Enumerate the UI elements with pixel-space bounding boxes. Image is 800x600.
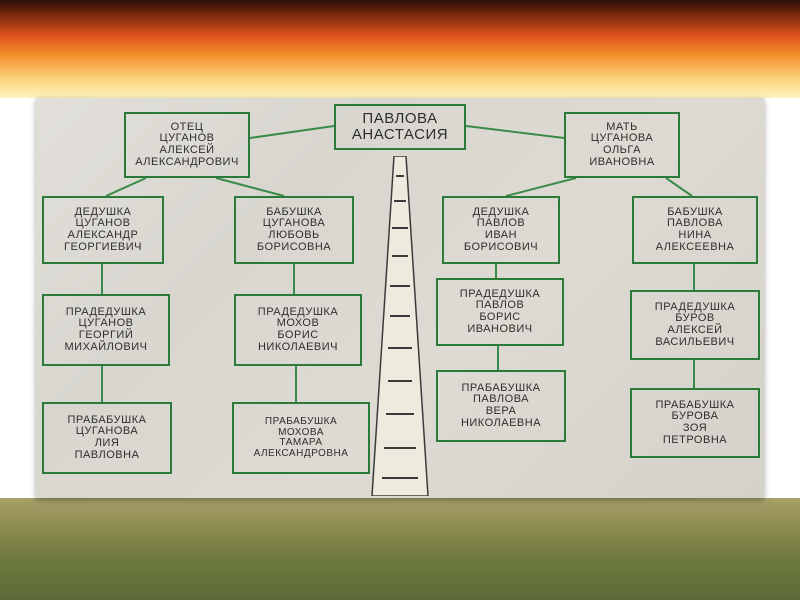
node-gp_ml-line: ИВАН [485, 230, 517, 242]
node-gp_fl-line: АЛЕКСАНДР [68, 230, 139, 242]
node-ggm_2-line: ПРАБАБУШКА [265, 417, 337, 428]
node-mother-line: ИВАНОВНА [589, 157, 654, 169]
node-ggm_2-line: АЛЕКСАНДРОВНА [254, 449, 349, 460]
node-gm_ml-line: НИНА [678, 230, 711, 242]
node-gp_fl-line: ГЕОРГИЕВИЧ [64, 242, 142, 254]
edge-root-mother [466, 126, 564, 138]
node-ggm_1-line: ЛИЯ [95, 438, 120, 450]
node-mother-line: ОЛЬГА [603, 145, 641, 157]
birch-trunk [370, 156, 430, 496]
family-tree-paper: ПАВЛОВААНАСТАСИЯ ОТЕЦЦУГАНОВАЛЕКСЕЙАЛЕКСА… [36, 98, 764, 498]
node-father-line: АЛЕКСЕЙ [159, 145, 214, 157]
node-gm_fl-line: ЛЮБОВЬ [268, 230, 320, 242]
node-ggm_4: ПРАБАБУШКАБУРОВАЗОЯПЕТРОВНА [630, 388, 760, 458]
node-ggp_1-line: ГЕОРГИЙ [79, 330, 133, 342]
node-father: ОТЕЦЦУГАНОВАЛЕКСЕЙАЛЕКСАНДРОВИЧ [124, 112, 250, 178]
node-ggp_4-line: АЛЕКСЕЙ [667, 325, 722, 337]
node-gp_fl: ДЕДУШКАЦУГАНОВАЛЕКСАНДРГЕОРГИЕВИЧ [42, 196, 164, 264]
node-ggm_3-line: НИКОЛАЕВНА [461, 418, 541, 430]
node-gm_ml-line: АЛЕКСЕЕВНА [656, 242, 735, 254]
node-ggp_1-line: МИХАЙЛОВИЧ [65, 342, 148, 354]
node-ggp_2-line: НИКОЛАЕВИЧ [258, 342, 338, 354]
node-ggp_3: ПРАДЕДУШКАПАВЛОВБОРИСИВАНОВИЧ [436, 278, 564, 346]
node-ggm_4-line: ЗОЯ [683, 423, 707, 435]
node-mother: МАТЬЦУГАНОВАОЛЬГАИВАНОВНА [564, 112, 680, 178]
edge-father-gm_fl [216, 178, 284, 196]
node-root-line: ПАВЛОВА [362, 111, 437, 127]
edge-mother-gm_ml [666, 178, 692, 196]
node-root: ПАВЛОВААНАСТАСИЯ [334, 104, 466, 150]
node-ggm_4-line: ПЕТРОВНА [663, 435, 727, 447]
node-ggm_1: ПРАБАБУШКАЦУГАНОВАЛИЯПАВЛОВНА [42, 402, 172, 474]
node-ggm_1-line: ПАВЛОВНА [75, 450, 140, 462]
background-grass [0, 498, 800, 600]
node-ggp_4-line: ВАСИЛЬЕВИЧ [655, 337, 734, 349]
node-ggm_3: ПРАБАБУШКАПАВЛОВАВЕРАНИКОЛАЕВНА [436, 370, 566, 442]
node-ggm_2-line: ТАМАРА [279, 438, 322, 449]
node-gm_ml: БАБУШКАПАВЛОВАНИНААЛЕКСЕЕВНА [632, 196, 758, 264]
node-ggp_3-line: ИВАНОВИЧ [467, 324, 532, 336]
node-ggp_2: ПРАДЕДУШКАМОХОВБОРИСНИКОЛАЕВИЧ [234, 294, 362, 366]
node-gp_ml: ДЕДУШКАПАВЛОВИВАНБОРИСОВИЧ [442, 196, 560, 264]
node-ggm_2: ПРАБАБУШКАМОХОВАТАМАРААЛЕКСАНДРОВНА [232, 402, 370, 474]
node-ggp_2-line: БОРИС [277, 330, 318, 342]
node-ggp_4: ПРАДЕДУШКАБУРОВАЛЕКСЕЙВАСИЛЬЕВИЧ [630, 290, 760, 360]
background-sky [0, 0, 800, 98]
node-gp_ml-line: БОРИСОВИЧ [464, 242, 538, 254]
edge-mother-gp_ml [506, 178, 576, 196]
node-gm_fl: БАБУШКАЦУГАНОВАЛЮБОВЬБОРИСОВНА [234, 196, 354, 264]
edge-root-father [250, 126, 334, 138]
node-ggp_1: ПРАДЕДУШКАЦУГАНОВГЕОРГИЙМИХАЙЛОВИЧ [42, 294, 170, 366]
node-root-line: АНАСТАСИЯ [352, 127, 448, 143]
node-ggm_3-line: ВЕРА [486, 406, 517, 418]
node-father-line: АЛЕКСАНДРОВИЧ [135, 157, 239, 169]
edge-father-gp_fl [106, 178, 146, 196]
node-ggp_3-line: БОРИС [479, 312, 520, 324]
node-gm_fl-line: БОРИСОВНА [257, 242, 331, 254]
